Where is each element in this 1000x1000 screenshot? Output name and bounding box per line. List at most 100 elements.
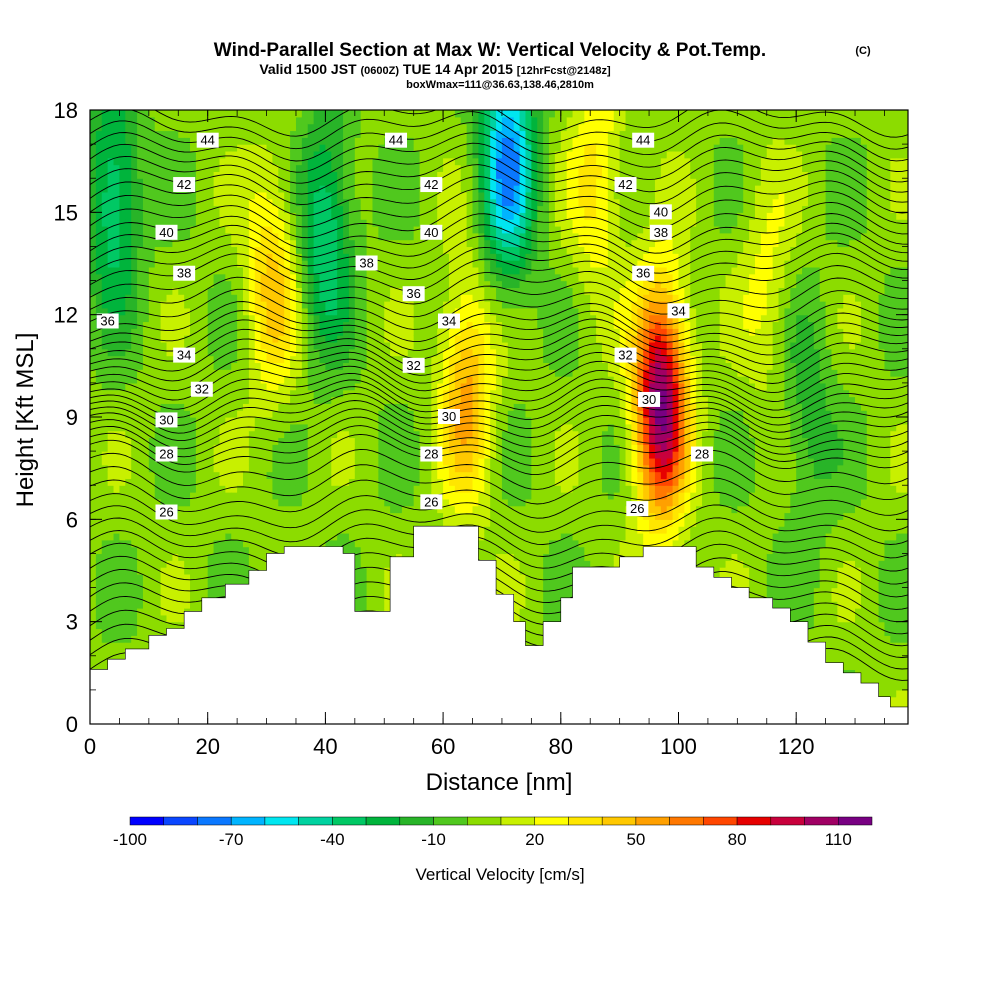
- w-cell: [172, 239, 179, 248]
- w-cell: [225, 560, 232, 568]
- w-cell: [260, 266, 268, 275]
- w-cell: [407, 464, 415, 473]
- w-cell: [172, 492, 179, 500]
- w-cell: [101, 389, 109, 398]
- w-cell: [207, 348, 215, 357]
- w-cell: [372, 594, 379, 602]
- w-cell: [107, 246, 115, 254]
- w-cell: [325, 471, 332, 479]
- w-cell: [90, 260, 97, 268]
- w-cell: [207, 430, 215, 439]
- w-cell: [125, 314, 132, 323]
- w-cell: [396, 157, 403, 166]
- w-cell: [272, 314, 279, 323]
- w-cell: [131, 553, 138, 561]
- w-cell: [407, 280, 415, 288]
- w-cell: [390, 464, 397, 473]
- w-cell: [95, 171, 103, 179]
- w-cell: [154, 144, 162, 152]
- w-cell: [331, 294, 338, 302]
- w-cell: [219, 110, 226, 118]
- w-cell: [384, 478, 391, 486]
- w-cell: [331, 301, 338, 309]
- w-cell: [184, 314, 191, 323]
- w-cell: [325, 266, 332, 275]
- w-cell: [260, 498, 268, 507]
- w-cell: [319, 280, 326, 288]
- w-cell: [207, 185, 215, 193]
- w-cell: [348, 191, 356, 200]
- w-cell: [366, 301, 374, 309]
- title-mark: (C): [855, 45, 871, 57]
- w-cell: [107, 601, 115, 609]
- w-cell: [278, 532, 285, 541]
- w-cell: [390, 287, 397, 295]
- w-cell: [195, 287, 203, 295]
- w-cell: [266, 464, 274, 473]
- w-cell: [360, 376, 368, 384]
- w-cell: [207, 396, 215, 404]
- w-cell: [407, 314, 415, 323]
- w-cell: [101, 266, 109, 275]
- w-cell: [119, 144, 126, 152]
- w-cell: [172, 478, 179, 486]
- w-cell: [348, 532, 356, 541]
- w-cell: [166, 314, 173, 323]
- w-cell: [90, 314, 97, 323]
- w-cell: [113, 205, 121, 213]
- w-cell: [160, 191, 168, 200]
- w-cell: [272, 137, 279, 145]
- w-cell: [101, 471, 109, 479]
- w-cell: [301, 532, 309, 541]
- w-cell: [131, 560, 138, 568]
- w-cell: [142, 382, 150, 391]
- w-cell: [160, 382, 168, 391]
- w-cell: [225, 526, 232, 534]
- w-cell: [407, 430, 415, 439]
- w-cell: [278, 191, 285, 200]
- w-cell: [248, 198, 256, 207]
- w-cell: [266, 471, 274, 479]
- w-cell: [343, 198, 350, 207]
- w-cell: [390, 417, 397, 425]
- w-cell: [396, 519, 403, 527]
- w-cell: [248, 444, 256, 452]
- w-cell: [313, 164, 321, 172]
- w-cell: [301, 519, 309, 527]
- w-cell: [190, 498, 197, 507]
- w-cell: [290, 301, 297, 309]
- w-cell: [378, 505, 385, 514]
- w-cell: [372, 328, 379, 336]
- w-cell: [119, 526, 126, 534]
- w-cell: [201, 260, 209, 268]
- w-cell: [207, 110, 215, 118]
- w-cell: [225, 137, 232, 145]
- w-cell: [331, 246, 338, 254]
- w-cell: [243, 164, 250, 172]
- w-cell: [213, 205, 221, 213]
- w-cell: [207, 321, 215, 329]
- w-cell: [237, 150, 244, 159]
- w-cell: [101, 478, 109, 486]
- w-cell: [307, 382, 315, 391]
- w-cell: [160, 301, 168, 309]
- w-cell: [307, 505, 315, 514]
- w-cell: [166, 403, 173, 411]
- w-cell: [219, 485, 226, 493]
- w-cell: [384, 335, 391, 343]
- w-cell: [207, 164, 215, 172]
- w-cell: [243, 178, 250, 186]
- w-cell: [113, 423, 121, 432]
- w-cell: [231, 137, 238, 145]
- w-cell: [325, 335, 332, 343]
- w-cell: [154, 116, 162, 125]
- w-cell: [231, 178, 238, 186]
- w-cell: [384, 471, 391, 479]
- w-cell: [366, 355, 374, 364]
- w-cell: [407, 376, 415, 384]
- w-cell: [407, 457, 415, 466]
- w-cell: [184, 512, 191, 520]
- w-cell: [337, 498, 344, 507]
- w-cell: [113, 348, 121, 357]
